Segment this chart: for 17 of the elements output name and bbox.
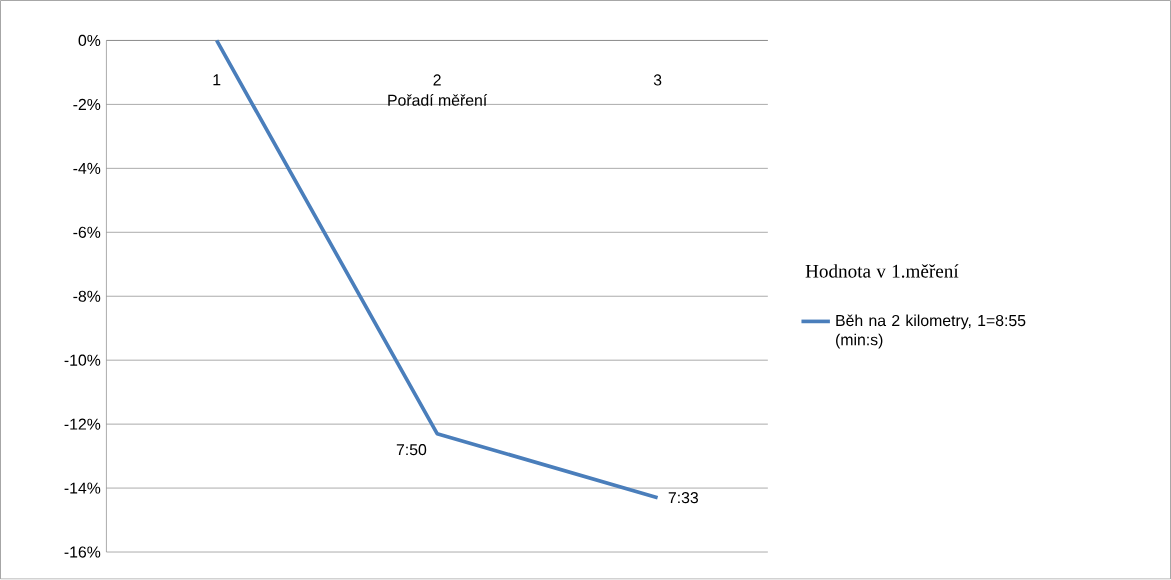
y-tick-label: -6% xyxy=(73,226,101,239)
y-tick-label: -8% xyxy=(73,290,101,303)
y-tick-label: -12% xyxy=(64,418,101,430)
x-axis-title: Pořadí měření xyxy=(388,94,488,107)
y-tick-label: -4% xyxy=(73,163,101,175)
x-tick-label: 2 xyxy=(433,74,441,86)
y-tick-label: -2% xyxy=(73,99,101,111)
x-tick-label: 3 xyxy=(653,74,662,86)
legend-label: Běh na 2 kilometry, 1=8:55 (min:s) xyxy=(836,314,1026,349)
y-tick-label: 0% xyxy=(78,35,101,47)
y-tick-label: -16% xyxy=(64,546,101,558)
legend-title: Hodnota v 1.měření xyxy=(805,264,959,278)
y-tick-label: -10% xyxy=(64,354,101,367)
annotation: 7:50 xyxy=(396,444,427,456)
annotation: 7:33 xyxy=(668,492,699,504)
x-tick-label: 1 xyxy=(213,74,221,86)
y-tick-label: -14% xyxy=(64,482,101,494)
